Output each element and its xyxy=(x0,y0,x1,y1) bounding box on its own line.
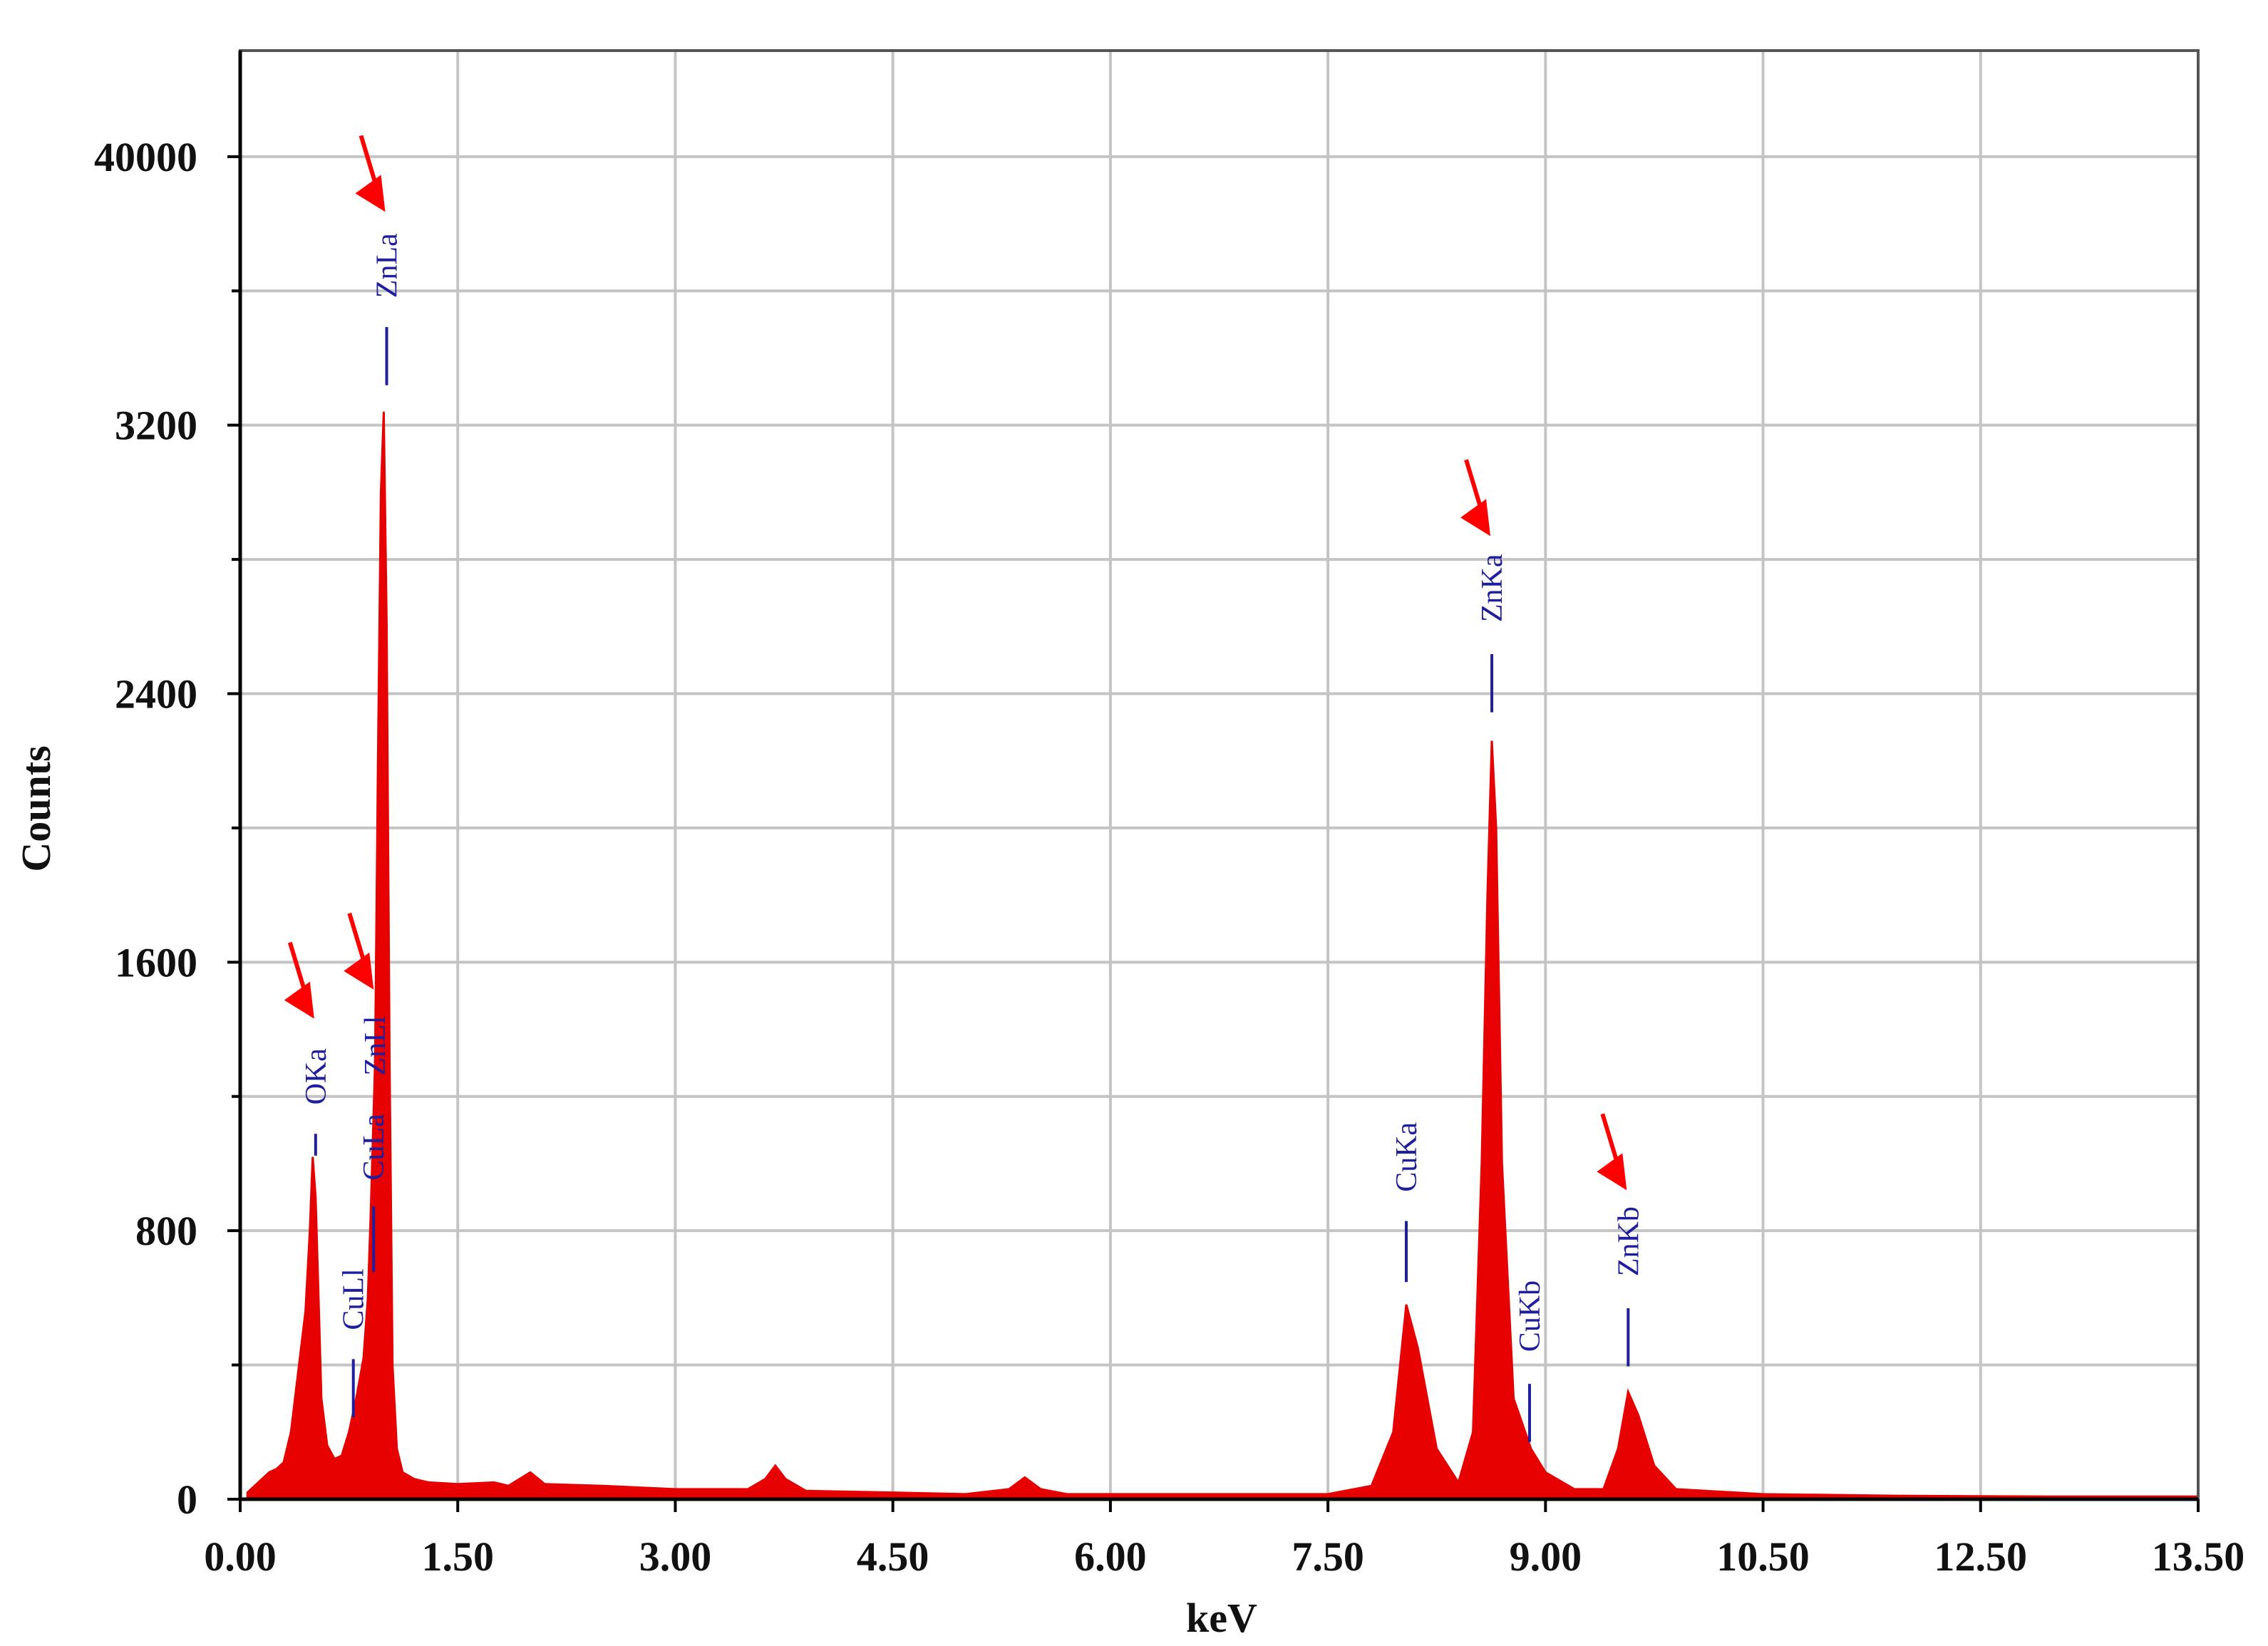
peak-label: OKa xyxy=(300,1048,333,1105)
x-tick-label: 10.50 xyxy=(1716,1533,1810,1580)
peak-label: CuKb xyxy=(1514,1280,1547,1352)
arrow-head xyxy=(1597,1153,1627,1191)
x-tick-label: 3.00 xyxy=(639,1533,712,1580)
arrow-shaft xyxy=(1464,459,1484,513)
arrow-shaft xyxy=(287,941,308,995)
peak-label: CuLl xyxy=(338,1268,371,1330)
arrow-head xyxy=(1460,499,1491,537)
arrow-head xyxy=(344,952,374,990)
y-tick-label: 0 xyxy=(177,1476,197,1523)
x-tick-label: 9.00 xyxy=(1510,1533,1582,1580)
peak-label: ZnLa xyxy=(371,233,404,298)
y-axis-title: Counts xyxy=(13,745,59,871)
x-tick-label: 0.00 xyxy=(204,1533,277,1580)
peak-label: ZnKb xyxy=(1612,1206,1645,1276)
x-tick-label: 12.50 xyxy=(1934,1533,2028,1580)
y-tick-label: 40000 xyxy=(94,134,197,180)
x-tick-label: 4.50 xyxy=(857,1533,929,1580)
x-tick-label: 13.50 xyxy=(2152,1533,2245,1580)
arrow-shaft xyxy=(359,135,379,189)
arrow-shaft xyxy=(347,912,368,966)
arrow-shaft xyxy=(1600,1113,1621,1167)
y-tick-label: 1600 xyxy=(115,939,197,985)
peak-label: ZnKa xyxy=(1476,554,1509,622)
peak-label: CuLa xyxy=(358,1114,391,1181)
peak-label: CuKa xyxy=(1391,1122,1423,1191)
x-axis-title: keV xyxy=(1186,1595,1257,1641)
peak-label: ZnLl xyxy=(359,1016,392,1076)
arrow-head xyxy=(284,981,314,1019)
x-tick-label: 1.50 xyxy=(421,1533,494,1580)
y-tick-label: 800 xyxy=(135,1208,197,1254)
x-tick-label: 7.50 xyxy=(1292,1533,1364,1580)
arrow-head xyxy=(355,175,386,212)
y-tick-label: 2400 xyxy=(115,671,197,718)
x-tick-label: 6.00 xyxy=(1074,1533,1147,1580)
y-tick-label: 3200 xyxy=(115,403,197,449)
spectrum-area xyxy=(246,411,2200,1501)
